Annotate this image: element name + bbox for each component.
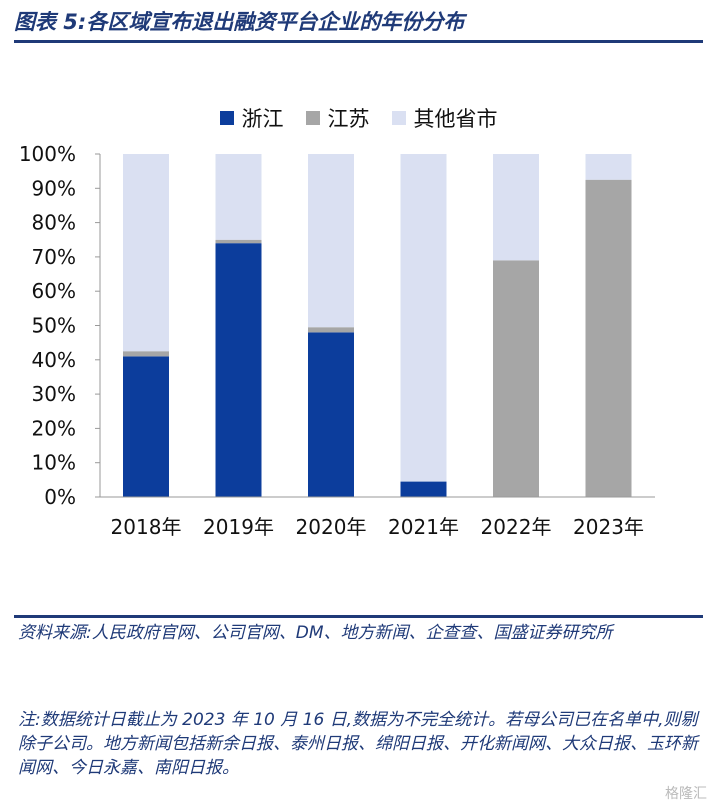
chart-title: 图表 5:各区域宣布退出融资平台企业的年份分布 <box>14 10 465 34</box>
bar-segment-jiangsu <box>493 260 539 497</box>
bar-segment-other <box>585 154 632 180</box>
title-rule <box>14 40 703 43</box>
bar-segment-other <box>308 154 354 328</box>
source-rule <box>14 615 703 618</box>
y-tick-label: 90% <box>32 176 76 200</box>
y-tick-label: 10% <box>32 451 76 475</box>
y-tick-label: 40% <box>32 348 76 372</box>
stacked-bar-chart: 0% 10% 20% 30% 40% 50% 60% 70% 80% 90% 100% 2018年 20… <box>19 142 655 539</box>
bar-segment-zhejiang <box>308 332 354 497</box>
source-note: 资料来源:人民政府官网、公司官网、DM、地方新闻、企查查、国盛证券研究所 <box>18 623 613 643</box>
bar-segment-zhejiang <box>123 356 169 497</box>
legend-swatch-other <box>391 111 406 125</box>
x-tick-label: 2019年 <box>203 515 274 539</box>
bar-segment-zhejiang <box>215 243 262 497</box>
bar-segment-jiangsu <box>215 239 262 244</box>
x-tick-label: 2018年 <box>111 515 182 539</box>
x-tick-label: 2021年 <box>388 515 459 539</box>
legend-swatch-jiangsu <box>305 111 320 125</box>
legend-item-other: 其他省市 <box>391 103 498 133</box>
y-tick-label: 20% <box>32 416 76 440</box>
legend-swatch-zhejiang <box>219 111 234 125</box>
y-tick-label: 0% <box>44 485 76 509</box>
legend: 浙江 江苏 其他省市 <box>0 103 717 133</box>
x-tick-label: 2022年 <box>481 515 552 539</box>
y-tick-label: 100% <box>19 142 76 166</box>
legend-item-jiangsu: 江苏 <box>305 103 370 133</box>
y-tick-label: 50% <box>32 314 76 338</box>
bar-segment-other <box>400 154 447 482</box>
y-tick-label: 60% <box>32 279 76 303</box>
bar-segment-jiangsu <box>123 351 169 357</box>
legend-label-zhejiang: 浙江 <box>241 107 284 131</box>
bar-segment-jiangsu <box>585 179 632 497</box>
y-tick-label: 80% <box>32 211 76 235</box>
y-tick-label: 70% <box>32 245 76 269</box>
legend-item-zhejiang: 浙江 <box>219 103 284 133</box>
bar-segment-zhejiang <box>400 481 447 497</box>
watermark: 格隆汇 <box>665 786 707 802</box>
legend-label-other: 其他省市 <box>413 107 498 131</box>
bar-segment-jiangsu <box>308 327 354 333</box>
bar-segment-other <box>493 154 539 261</box>
x-tick-label: 2020年 <box>296 515 367 539</box>
legend-label-jiangsu: 江苏 <box>327 107 370 131</box>
footnote: 注:数据统计日截止为 2023 年 10 月 16 日,数据为不完全统计。若母公… <box>18 710 698 778</box>
bar-segment-other <box>123 154 169 352</box>
x-tick-label: 2023年 <box>573 515 644 539</box>
bar-segment-other <box>215 154 262 240</box>
y-tick-label: 30% <box>32 382 76 406</box>
